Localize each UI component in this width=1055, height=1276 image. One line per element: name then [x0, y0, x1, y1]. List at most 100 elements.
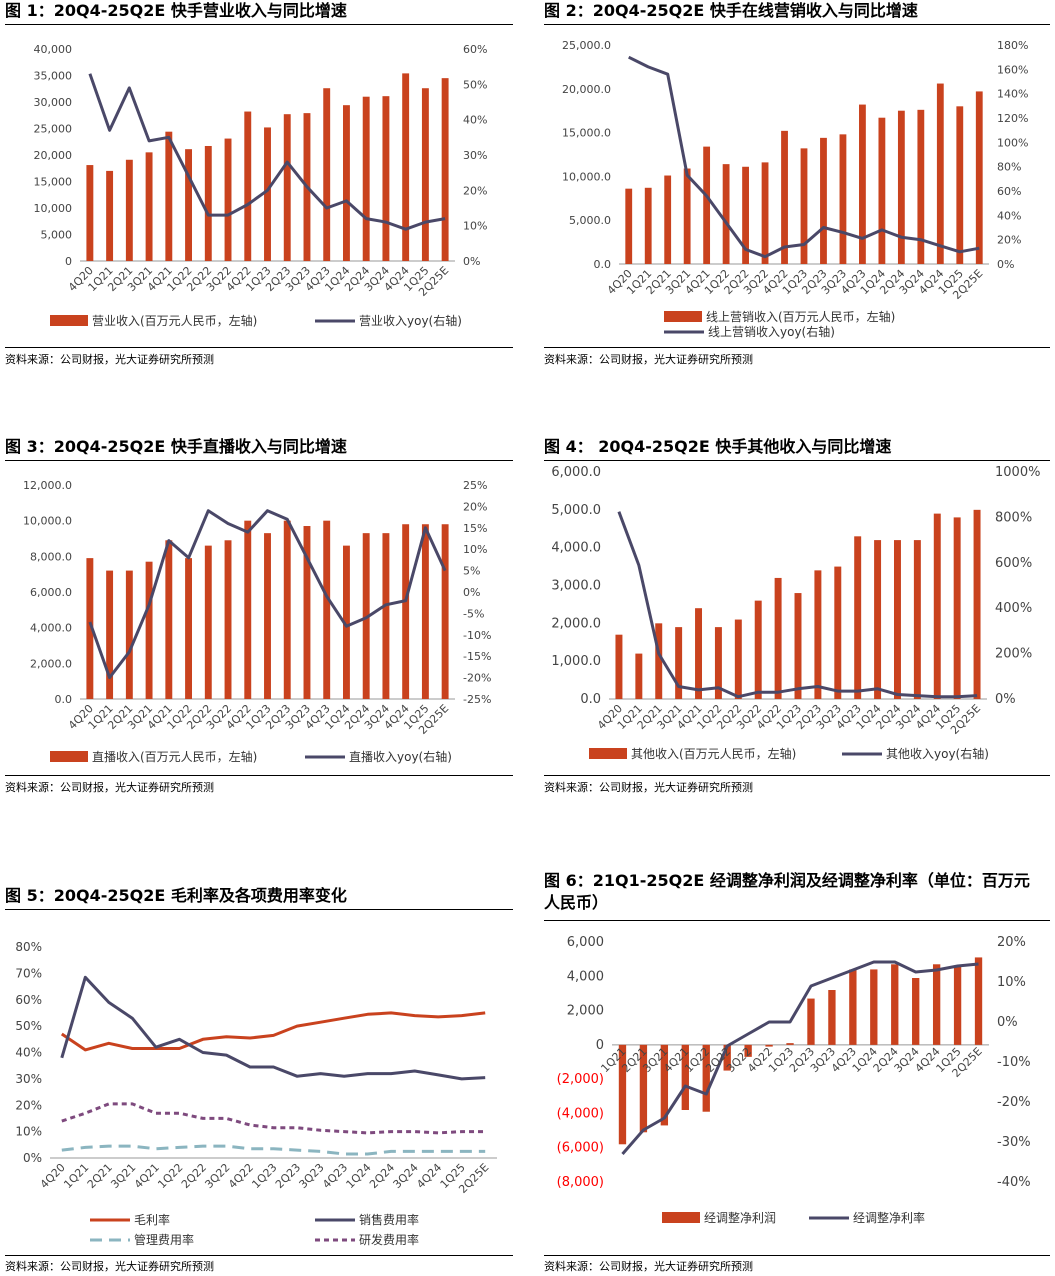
- chart-panel-6: 图 6：21Q1-25Q2E 经调整净利润及经调整净利率（单位：百万元人民币） …: [544, 870, 1050, 1276]
- bar: [891, 964, 899, 1045]
- bar: [781, 130, 788, 264]
- bar: [615, 634, 623, 699]
- chart-svg: 12,000.0 10,000.0 8,000.0 6,000.0 4,000.0 2,0…: [23, 479, 491, 764]
- left-tick-label: 10,000.0: [23, 515, 72, 528]
- left-tick-label: 2,000.0: [30, 657, 72, 670]
- series-line: [88, 509, 447, 680]
- right-tick-label: 400%: [995, 601, 1032, 616]
- chart-source: 资料来源：公司财报，光大证券研究所预测: [544, 353, 753, 366]
- left-tick-label: 5,000.0: [551, 503, 601, 518]
- chart-panel-2: 图 2：20Q4-25Q2E 快手在线营销收入与同比增速 25,000.0 20,…: [544, 0, 1050, 372]
- bar: [786, 1043, 794, 1045]
- right-tick-label: 20%: [463, 184, 487, 197]
- right-tick-label: -20%: [997, 1095, 1031, 1110]
- chart-source: 资料来源：公司财报，光大证券研究所预测: [544, 781, 753, 794]
- category-label: 4Q23: [320, 1161, 350, 1191]
- bar: [303, 526, 311, 699]
- chart-panel-5: 图 5：20Q4-25Q2E 毛利率及各项费用率变化 80% 70% 60% 50% 4…: [5, 885, 513, 1276]
- legend-label: 营业收入(百万元人民币，左轴): [92, 313, 257, 328]
- bar: [695, 608, 703, 699]
- bar: [224, 138, 232, 261]
- left-tick-label: 30%: [15, 1072, 42, 1086]
- bar: [664, 175, 672, 264]
- right-tick-label: 60%: [997, 185, 1021, 198]
- bar: [683, 168, 691, 264]
- chart-title: 图 6：21Q1-25Q2E 经调整净利润及经调整净利率（单位：百万元人民币）: [544, 871, 1030, 912]
- bar: [849, 969, 857, 1045]
- right-tick-label: 20%: [463, 500, 487, 513]
- right-tick-label: 80%: [997, 161, 1021, 174]
- category-label: 3Q21: [108, 1161, 138, 1191]
- chart-panel-3: 图 3：20Q4-25Q2E 快手直播收入与同比增速 12,000.0 10,00…: [5, 436, 513, 800]
- left-tick-label: 10%: [15, 1125, 42, 1139]
- bar: [774, 577, 782, 699]
- category-label: 2Q21: [85, 1161, 115, 1191]
- right-tick-label: -20%: [463, 672, 491, 685]
- bar: [382, 533, 390, 699]
- left-tick-label: 0.0: [580, 692, 601, 707]
- legend-label: 直播收入(百万元人民币，左轴): [92, 749, 257, 764]
- chart-svg: 80%70%60%50%40%30%20%10%0%4Q201Q212Q213Q…: [15, 940, 497, 1247]
- chart-title: 图 5：20Q4-25Q2E 毛利率及各项费用率变化: [5, 886, 347, 905]
- left-tick-label: 2,000: [567, 1004, 604, 1019]
- left-tick-label: 40,000: [34, 43, 73, 56]
- left-tick-label: 0.0: [594, 258, 612, 271]
- series-line: [628, 55, 980, 259]
- category-label: 3Q24: [391, 1161, 421, 1191]
- left-tick-label: 3,000.0: [551, 579, 601, 594]
- bar: [618, 1044, 627, 1145]
- right-tick-label: 140%: [997, 88, 1028, 101]
- bar: [913, 540, 921, 699]
- left-tick-label: 15,000: [34, 176, 73, 189]
- bar: [874, 540, 882, 699]
- bar: [264, 533, 271, 699]
- bar: [878, 117, 886, 264]
- bar: [362, 96, 370, 261]
- left-tick-label: 0%: [23, 1151, 42, 1165]
- category-label: 2Q24: [367, 1161, 397, 1191]
- right-tick-label: 200%: [995, 647, 1032, 662]
- chart-source: 资料来源：公司财报，光大证券研究所预测: [5, 1260, 214, 1273]
- chart-svg: 25,000.0 20,000.0 15,000.0 10,000.0 5,000.0 0…: [562, 39, 1028, 339]
- chart-source: 资料来源：公司财报，光大证券研究所预测: [5, 781, 214, 794]
- series-line: [61, 1102, 486, 1135]
- right-tick-label: 30%: [463, 149, 487, 162]
- legend-label: 销售费用率: [359, 1212, 419, 1227]
- right-tick-label: 180%: [997, 39, 1028, 52]
- bar: [283, 520, 291, 699]
- bar: [323, 520, 331, 699]
- source-rule: [544, 775, 1050, 776]
- legend-bar-swatch: [50, 751, 88, 762]
- left-tick-label: 15,000.0: [562, 127, 611, 140]
- bar: [761, 162, 769, 264]
- left-tick-label: 4,000: [567, 969, 604, 984]
- chart-svg: 6,000.0 5,000.0 4,000.0 3,000.0 2,000.0 1,000…: [551, 465, 1040, 761]
- bar: [744, 1044, 752, 1057]
- chart-title: 图 1：20Q4-25Q2E 快手营业收入与同比增速: [5, 1, 347, 20]
- legend-label: 直播收入yoy(右轴): [349, 749, 452, 764]
- legend-label: 其他收入yoy(右轴): [886, 746, 989, 761]
- category-label: 2Q22: [179, 1161, 209, 1191]
- bar: [224, 540, 232, 699]
- legend-label: 其他收入(百万元人民币，左轴): [631, 746, 796, 761]
- bar: [742, 166, 749, 264]
- left-tick-label: 6,000.0: [30, 586, 72, 599]
- bar: [953, 966, 962, 1045]
- series-line: [60, 1011, 486, 1052]
- right-tick-label: 5%: [463, 565, 480, 578]
- bar: [893, 540, 901, 699]
- right-tick-label: 20%: [997, 935, 1026, 950]
- bar: [655, 623, 663, 699]
- right-tick-label: 40%: [997, 209, 1021, 222]
- right-tick-label: 50%: [463, 78, 487, 91]
- right-tick-label: 20%: [997, 234, 1021, 247]
- bar: [342, 545, 350, 699]
- left-tick-label: 5,000: [41, 229, 73, 242]
- category-label: 4Q22: [226, 1161, 256, 1191]
- title-rule: [544, 24, 1050, 25]
- legend-bar-swatch: [50, 315, 88, 326]
- bar: [106, 570, 114, 699]
- legend-bar-swatch: [662, 1212, 700, 1223]
- left-tick-label: (2,000): [557, 1072, 604, 1087]
- left-tick-label: 60%: [15, 993, 42, 1007]
